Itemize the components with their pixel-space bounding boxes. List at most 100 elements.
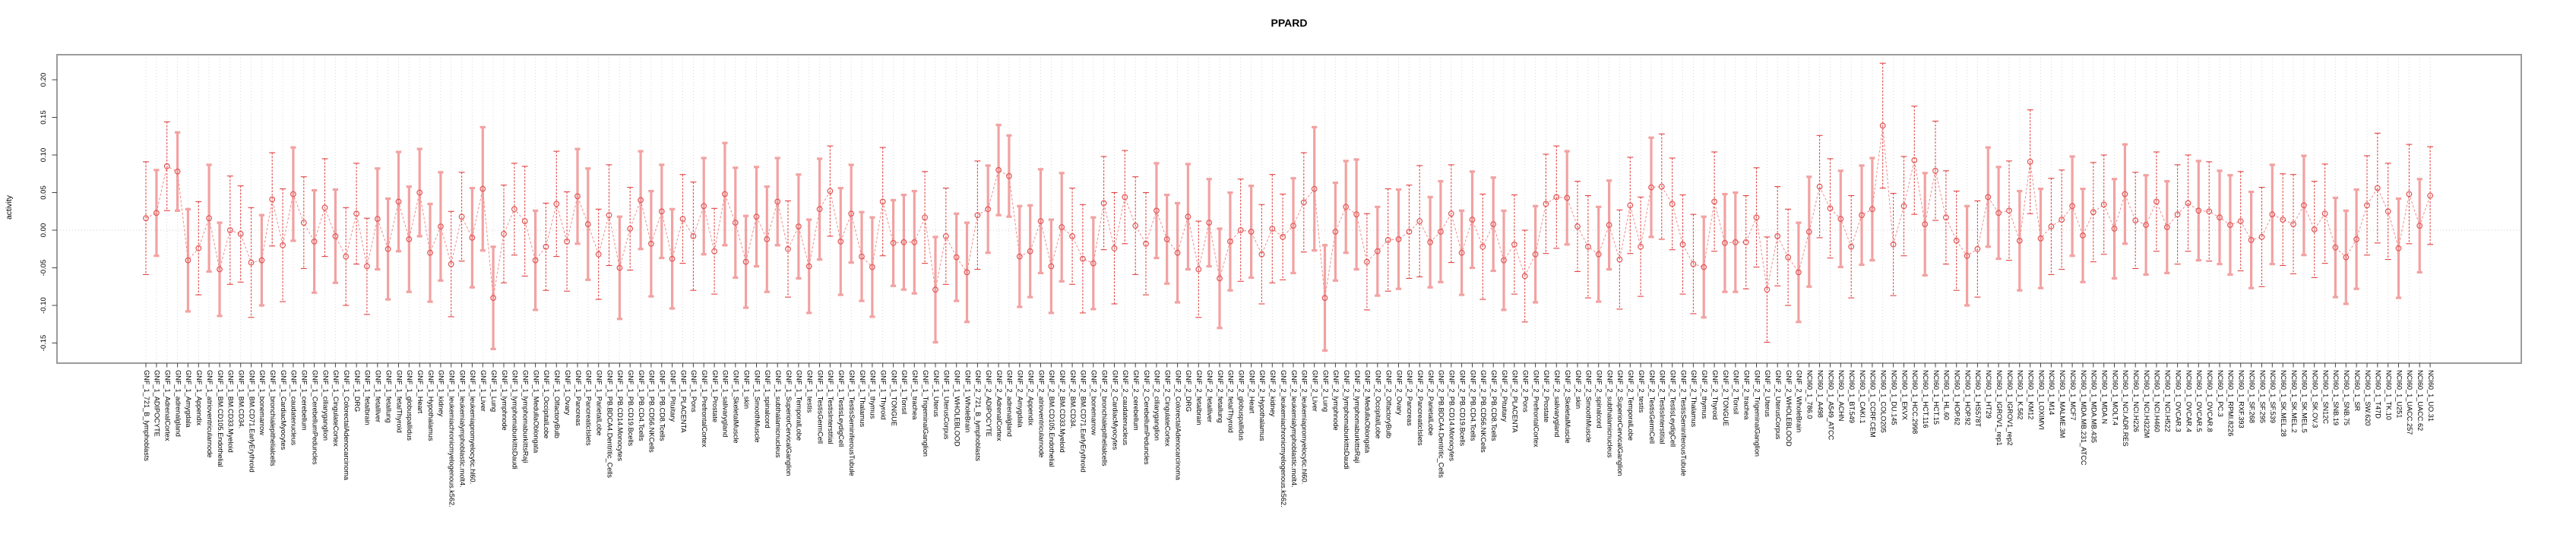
data-point bbox=[2364, 202, 2370, 209]
data-point bbox=[932, 286, 938, 293]
data-point bbox=[2353, 236, 2360, 242]
error-bar bbox=[574, 147, 581, 245]
data-point bbox=[1995, 210, 2002, 217]
data-point bbox=[1458, 249, 1465, 256]
x-tick-label: GNF_1_DRG bbox=[353, 370, 361, 412]
x-tick-label: GNF_2_leukemiachronicmyelogenous.k562. bbox=[1280, 370, 1287, 507]
x-tick-label: GNF_2_Thyroid bbox=[1711, 370, 1719, 419]
error-bar bbox=[1627, 157, 1634, 255]
x-tick-label: GNF_2_Tonsil bbox=[1733, 370, 1740, 414]
x-tick-label: GNF_2_ParietalLobe bbox=[1427, 370, 1435, 435]
error-bar bbox=[659, 163, 665, 260]
x-tick-label: NCI60_1_SK.MEL.2 bbox=[2290, 370, 2298, 433]
error-bar bbox=[153, 169, 160, 258]
y-tick-label: -0.10 bbox=[40, 297, 48, 314]
data-point bbox=[1185, 213, 1191, 220]
x-tick-label: NCI60_1_SW.620 bbox=[2364, 370, 2372, 426]
data-point bbox=[1069, 233, 1075, 239]
data-point bbox=[1174, 249, 1181, 256]
x-tick-label: GNF_2_WholeBrain bbox=[1796, 370, 1803, 432]
data-point bbox=[300, 220, 307, 226]
error-bar bbox=[1584, 194, 1591, 299]
data-point bbox=[1805, 229, 1812, 235]
x-tick-label: GNF_2_UterusCorpus bbox=[1774, 370, 1782, 440]
x-tick-label: GNF_1_SuperiorCervicalGanglion bbox=[785, 370, 793, 476]
x-tick-label: GNF_1_Amygdala bbox=[185, 370, 192, 428]
error-bar bbox=[1848, 194, 1855, 299]
x-tick-label: NCI60_1_MOLT.4 bbox=[2111, 370, 2119, 425]
data-point bbox=[2059, 217, 2065, 223]
x-tick-label: GNF_2_globuspallidus bbox=[1238, 370, 1245, 441]
x-tick-label: GNF_2_bronchialepithelialcells bbox=[1100, 370, 1108, 466]
x-tick-label: GNF_1_OlfactoryBulb bbox=[553, 370, 561, 438]
x-tick-label: GNF_1_Pons bbox=[690, 370, 698, 413]
data-point bbox=[1595, 251, 1602, 258]
y-tick-label: -0.05 bbox=[40, 260, 48, 277]
x-tick-label: NCI60_1_SF.295 bbox=[2258, 370, 2266, 423]
data-point bbox=[1311, 185, 1318, 192]
data-point bbox=[2311, 226, 2318, 232]
data-point bbox=[511, 206, 517, 213]
data-point bbox=[1795, 269, 1802, 276]
x-tick-label: NCI60_1_HCC.2998 bbox=[1911, 370, 1919, 434]
data-point bbox=[1195, 266, 1202, 273]
x-tick-label: GNF_1_BM.CD105.Endothelial bbox=[217, 370, 224, 467]
data-point bbox=[616, 264, 623, 271]
error-bar bbox=[722, 141, 728, 247]
data-point bbox=[1385, 237, 1391, 243]
x-tick-label: NCI60_1_HOP.62 bbox=[1954, 370, 1961, 425]
error-bar bbox=[406, 185, 412, 293]
data-point bbox=[584, 221, 591, 228]
x-tick-label: GNF_2_cerebellum bbox=[1132, 370, 1140, 431]
x-tick-label: NCI60_1_SK.MEL.28 bbox=[2280, 370, 2287, 437]
data-point bbox=[1132, 223, 1139, 229]
data-point bbox=[1711, 198, 1718, 205]
data-point bbox=[1732, 239, 1739, 245]
error-bar bbox=[2332, 196, 2338, 299]
x-tick-label: GNF_2_testis bbox=[1638, 370, 1645, 413]
data-point bbox=[869, 264, 875, 270]
data-point bbox=[406, 236, 413, 242]
data-point bbox=[2174, 211, 2181, 218]
x-tick-label: GNF_1_WHOLEBLOOD bbox=[954, 370, 961, 447]
error-bar bbox=[627, 187, 634, 271]
data-point bbox=[2111, 226, 2118, 232]
error-bar bbox=[206, 163, 212, 273]
x-tick-label: NCI60_1_786.0 bbox=[1806, 370, 1814, 419]
plot-box bbox=[56, 54, 2522, 364]
data-point bbox=[1059, 224, 1065, 230]
data-point bbox=[859, 253, 865, 260]
x-tick-label: GNF_1_PB.CD56.NKCells bbox=[648, 370, 656, 453]
error-bar bbox=[269, 152, 276, 247]
data-point bbox=[1701, 264, 1707, 270]
x-tick-label: GNF_2_PLACENTA bbox=[1511, 370, 1519, 433]
x-tick-label: GNF_2_WHOLEBLOOD bbox=[1785, 370, 1793, 447]
x-tick-label: GNF_2_SkeletalMuscle bbox=[1564, 370, 1571, 444]
data-point bbox=[195, 245, 202, 251]
data-point bbox=[690, 233, 697, 239]
data-point bbox=[217, 266, 223, 273]
error-bar bbox=[2017, 189, 2023, 292]
data-point bbox=[2132, 217, 2139, 224]
data-point bbox=[1911, 157, 1918, 163]
data-point bbox=[1016, 253, 1023, 260]
x-tick-label: GNF_2_TrigeminalGanglion bbox=[1753, 370, 1761, 457]
x-tick-label: NCI60_1_LOXIMVI bbox=[2037, 370, 2045, 430]
data-point bbox=[722, 191, 728, 198]
data-point bbox=[1564, 194, 1571, 201]
x-tick-label: NCI60_1_M14 bbox=[2048, 370, 2055, 415]
data-point bbox=[1100, 200, 1107, 207]
data-point bbox=[1406, 229, 1413, 235]
error-bar bbox=[1048, 218, 1054, 315]
x-tick-label: NCI60_1_NCI.H522 bbox=[2164, 370, 2172, 432]
x-tick-label: NCI60_1_MDA.MB.231_ATCC bbox=[2080, 370, 2087, 466]
x-tick-label: GNF_2_AdrenalCortex bbox=[995, 370, 1003, 441]
x-tick-label: GNF_2_kidney bbox=[1269, 370, 1277, 417]
error-bar bbox=[679, 174, 686, 264]
error-bar bbox=[312, 188, 318, 294]
data-point bbox=[1290, 223, 1296, 229]
data-point bbox=[1321, 295, 1328, 302]
x-tick-label: GNF_2_fetalThyroid bbox=[1227, 370, 1235, 433]
x-tick-label: GNF_2_lymphomaburkittsRaji bbox=[1353, 370, 1361, 463]
